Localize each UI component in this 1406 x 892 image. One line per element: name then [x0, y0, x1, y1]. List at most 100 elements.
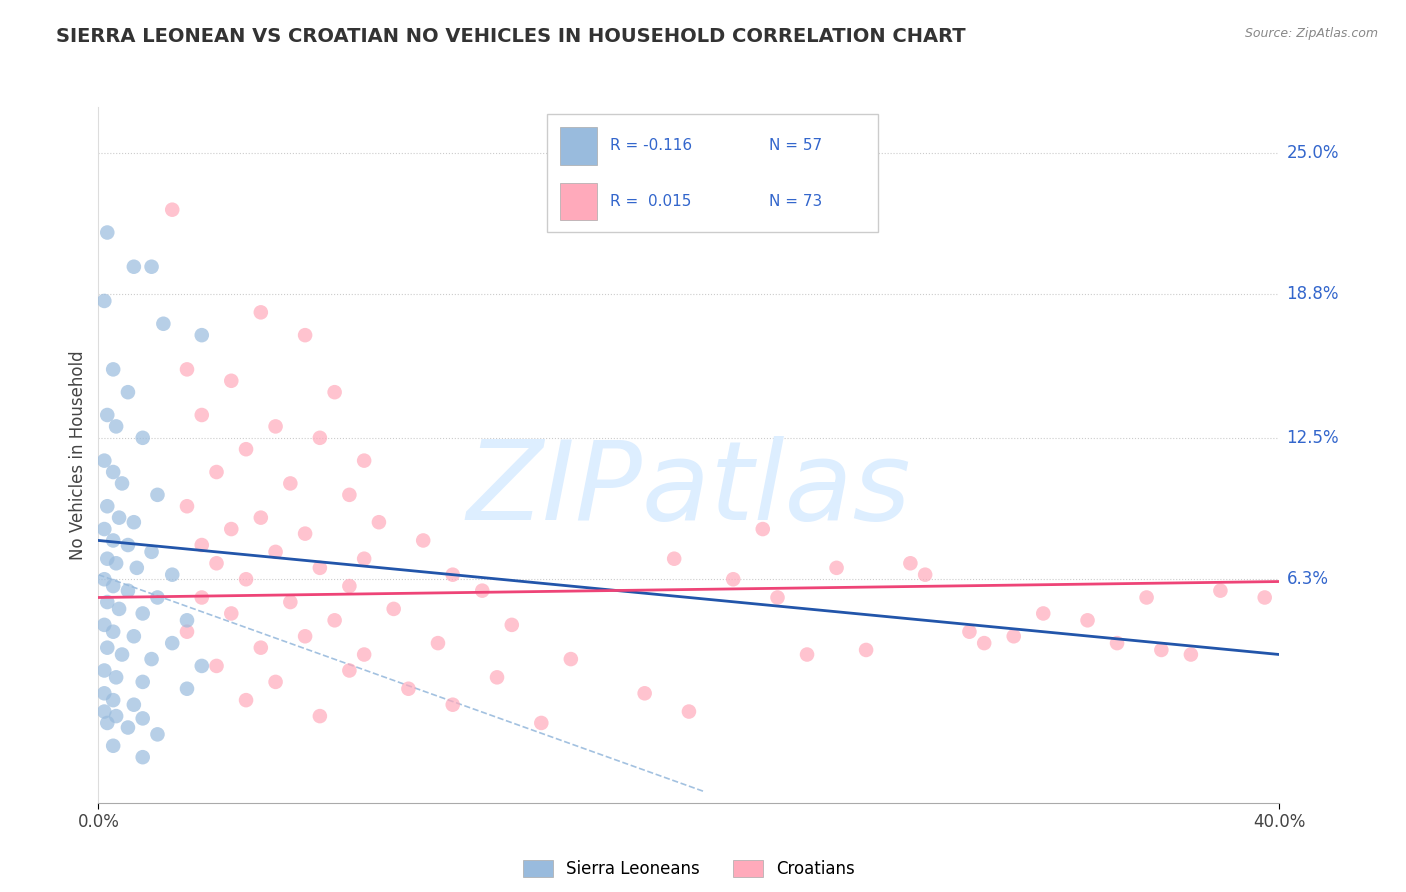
Point [294, 629, 316, 643]
Point [1032, 607, 1054, 621]
Point [117, 583, 139, 598]
Point [323, 385, 346, 400]
Point [959, 624, 981, 639]
Point [105, 670, 128, 684]
Point [176, 500, 198, 514]
Point [125, 561, 148, 575]
Legend: Sierra Leoneans, Croatians: Sierra Leoneans, Croatians [516, 854, 862, 885]
Point [152, 317, 174, 331]
Point [235, 693, 257, 707]
Point [105, 556, 128, 570]
Point [191, 538, 214, 552]
Point [294, 526, 316, 541]
Point [103, 533, 125, 548]
Point [471, 583, 494, 598]
Point [132, 431, 155, 445]
Point [141, 652, 163, 666]
Point [396, 681, 419, 696]
Point [103, 465, 125, 479]
Point [93, 686, 115, 700]
Point [1180, 648, 1202, 662]
Point [132, 750, 155, 764]
Point [93, 705, 115, 719]
Point [441, 567, 464, 582]
Point [93, 293, 115, 308]
Point [176, 613, 198, 627]
Point [1105, 636, 1128, 650]
Point [250, 305, 273, 319]
Point [111, 648, 134, 662]
Point [96, 500, 118, 514]
Point [294, 328, 316, 343]
Point [108, 602, 131, 616]
Point [1209, 583, 1232, 598]
Point [353, 453, 375, 467]
Point [191, 328, 214, 343]
Point [93, 618, 115, 632]
Point [264, 674, 287, 689]
Point [427, 636, 450, 650]
Point [250, 640, 273, 655]
Point [235, 442, 257, 457]
Point [309, 431, 332, 445]
Point [1135, 591, 1157, 605]
Point [96, 551, 118, 566]
Point [796, 648, 818, 662]
Text: 25.0%: 25.0% [1286, 144, 1339, 161]
Point [105, 419, 128, 434]
Point [278, 595, 302, 609]
Point [486, 670, 509, 684]
Point [141, 260, 163, 274]
Point [219, 374, 243, 388]
Point [141, 545, 163, 559]
Point [191, 591, 214, 605]
Point [96, 595, 118, 609]
Point [132, 607, 155, 621]
Point [96, 408, 118, 422]
Point [162, 202, 183, 217]
Point [368, 515, 391, 529]
Point [111, 476, 134, 491]
Point [96, 715, 118, 730]
Point [855, 643, 877, 657]
Point [337, 664, 360, 678]
Point [219, 607, 243, 621]
Point [96, 226, 118, 240]
Point [103, 362, 125, 376]
Point [176, 681, 198, 696]
Point [162, 567, 183, 582]
Point [678, 705, 700, 719]
Point [191, 659, 214, 673]
Point [162, 636, 183, 650]
Text: 18.8%: 18.8% [1286, 285, 1339, 303]
Point [117, 538, 139, 552]
Point [108, 510, 131, 524]
Point [250, 510, 273, 524]
Y-axis label: No Vehicles in Household: No Vehicles in Household [69, 350, 87, 560]
Point [235, 572, 257, 586]
Point [973, 636, 995, 650]
Point [93, 664, 115, 678]
Point [219, 522, 243, 536]
Point [132, 711, 155, 725]
Point [353, 648, 375, 662]
Text: 6.3%: 6.3% [1286, 570, 1329, 588]
Point [122, 698, 145, 712]
Point [501, 618, 523, 632]
Point [264, 419, 287, 434]
Point [323, 613, 346, 627]
Text: SIERRA LEONEAN VS CROATIAN NO VEHICLES IN HOUSEHOLD CORRELATION CHART: SIERRA LEONEAN VS CROATIAN NO VEHICLES I… [56, 27, 966, 45]
Point [176, 362, 198, 376]
Point [309, 561, 332, 575]
Point [353, 551, 375, 566]
Point [560, 652, 582, 666]
Point [103, 579, 125, 593]
Point [122, 260, 145, 274]
Point [633, 686, 655, 700]
Point [441, 698, 464, 712]
Point [309, 709, 332, 723]
Point [93, 453, 115, 467]
Text: 12.5%: 12.5% [1286, 429, 1339, 447]
Point [191, 408, 214, 422]
Point [382, 602, 405, 616]
